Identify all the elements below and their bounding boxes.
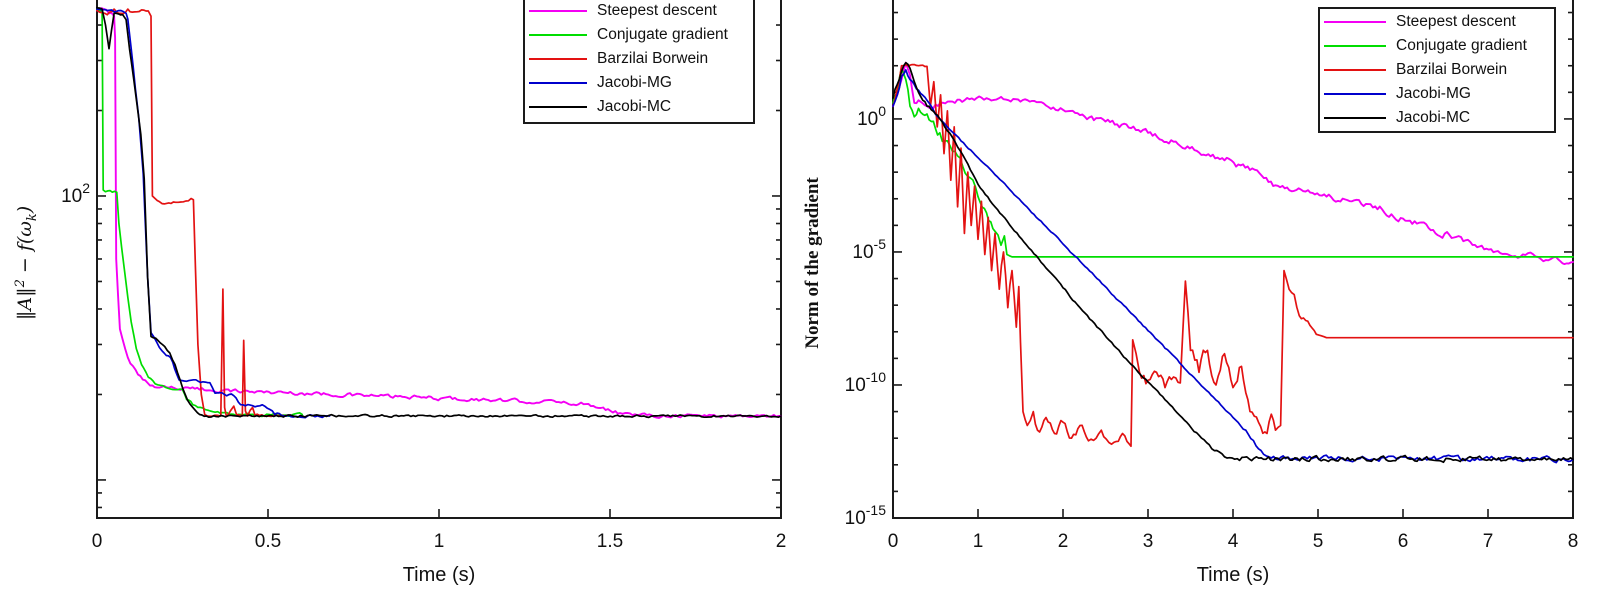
legend-label: Jacobi-MC bbox=[597, 98, 672, 115]
x-axis-label: Time (s) bbox=[403, 564, 476, 586]
series-line-conjugate-gradient bbox=[892, 67, 1574, 258]
series-line-steepest-descent bbox=[892, 61, 1574, 266]
legend-entry-barzilai-borwein: Barzilai Borwein bbox=[1320, 58, 1554, 82]
x-tick-label: 0.5 bbox=[255, 531, 281, 552]
y-axis-label: Norm of the gradient bbox=[802, 177, 823, 349]
legend-entry-steepest-descent: Steepest descent bbox=[525, 0, 753, 23]
x-axis-label: Time (s) bbox=[1197, 564, 1270, 586]
legend-line-sample bbox=[1324, 92, 1386, 96]
legend-entry-jacobi-mc: Jacobi-MC bbox=[525, 95, 753, 119]
legend-entry-jacobi-mg: Jacobi-MG bbox=[525, 71, 753, 95]
legend-entry-steepest-descent: Steepest descent bbox=[1320, 10, 1554, 34]
x-tick-label: 2 bbox=[776, 531, 787, 552]
legend-entry-conjugate-gradient: Conjugate gradient bbox=[1320, 34, 1554, 58]
x-tick-label: 5 bbox=[1313, 531, 1324, 552]
y-axis-label: ‖A‖2 − f(ωk) bbox=[13, 206, 40, 320]
y-tick-label: 10-15 bbox=[845, 502, 887, 529]
series-group bbox=[892, 61, 1574, 464]
x-tick-label: 2 bbox=[1058, 531, 1069, 552]
chart-1: 0 1 2 3 4 5 6 7 8 10-15 10-10 10-5 100 Time (s) Norm o… bbox=[802, 0, 1578, 586]
legend-gradient-chart: Steepest descent Conjugate gradient Barzil… bbox=[1318, 7, 1556, 133]
chart-0: 0 0.5 1 1.5 2 102 Time (s) ‖A‖2 − f(ωk) bbox=[13, 0, 786, 586]
legend-label: Jacobi-MG bbox=[1396, 85, 1471, 102]
y-tick-label: 102 bbox=[61, 180, 90, 207]
y-tick-label: 100 bbox=[857, 103, 886, 130]
legend-line-sample bbox=[1324, 44, 1386, 48]
legend-line-sample bbox=[1324, 20, 1386, 24]
legend-line-sample bbox=[529, 105, 587, 109]
x-tick-label: 1.5 bbox=[597, 531, 623, 552]
legend-entry-conjugate-gradient: Conjugate gradient bbox=[525, 23, 753, 47]
series-line-barzilai-borwein bbox=[892, 63, 1574, 448]
x-tick-label: 7 bbox=[1483, 531, 1494, 552]
legend-entry-jacobi-mc: Jacobi-MC bbox=[1320, 106, 1554, 130]
legend-label: Conjugate gradient bbox=[1396, 37, 1527, 54]
y-tick-label: 10-5 bbox=[852, 236, 886, 263]
legend-line-sample bbox=[529, 9, 587, 13]
x-tick-label: 1 bbox=[973, 531, 984, 552]
legend-label: Jacobi-MG bbox=[597, 74, 672, 91]
legend-line-sample bbox=[1324, 68, 1386, 72]
legend-entry-jacobi-mg: Jacobi-MG bbox=[1320, 82, 1554, 106]
x-tick-label: 6 bbox=[1398, 531, 1409, 552]
series-line-barzilai-borwein bbox=[96, 8, 286, 418]
series-line-jacobi-mc bbox=[892, 61, 1574, 464]
legend-label: Jacobi-MC bbox=[1396, 109, 1471, 126]
legend-line-sample bbox=[529, 81, 587, 85]
series-line-jacobi-mc bbox=[96, 6, 782, 419]
series-line-conjugate-gradient bbox=[96, 8, 304, 418]
legend-label: Steepest descent bbox=[1396, 13, 1516, 30]
legend-line-sample bbox=[529, 33, 587, 37]
series-line-steepest-descent bbox=[96, 7, 782, 419]
legend-label: Steepest descent bbox=[597, 2, 717, 19]
series-group bbox=[96, 6, 782, 419]
x-tick-label: 8 bbox=[1568, 531, 1579, 552]
legend-loss-chart: Steepest descent Conjugate gradient Barzil… bbox=[523, 0, 755, 124]
y-tick-label: 10-10 bbox=[845, 369, 887, 396]
x-tick-label: 0 bbox=[888, 531, 899, 552]
legend-label: Conjugate gradient bbox=[597, 26, 728, 43]
x-tick-label: 0 bbox=[92, 531, 103, 552]
legend-label: Barzilai Borwein bbox=[597, 50, 709, 67]
series-line-jacobi-mg bbox=[892, 69, 1574, 464]
legend-line-sample bbox=[529, 57, 587, 61]
legend-label: Barzilai Borwein bbox=[1396, 61, 1508, 78]
x-tick-label: 3 bbox=[1143, 531, 1154, 552]
legend-line-sample bbox=[1324, 116, 1386, 120]
x-tick-label: 4 bbox=[1228, 531, 1239, 552]
legend-entry-barzilai-borwein: Barzilai Borwein bbox=[525, 47, 753, 71]
x-tick-label: 1 bbox=[434, 531, 445, 552]
